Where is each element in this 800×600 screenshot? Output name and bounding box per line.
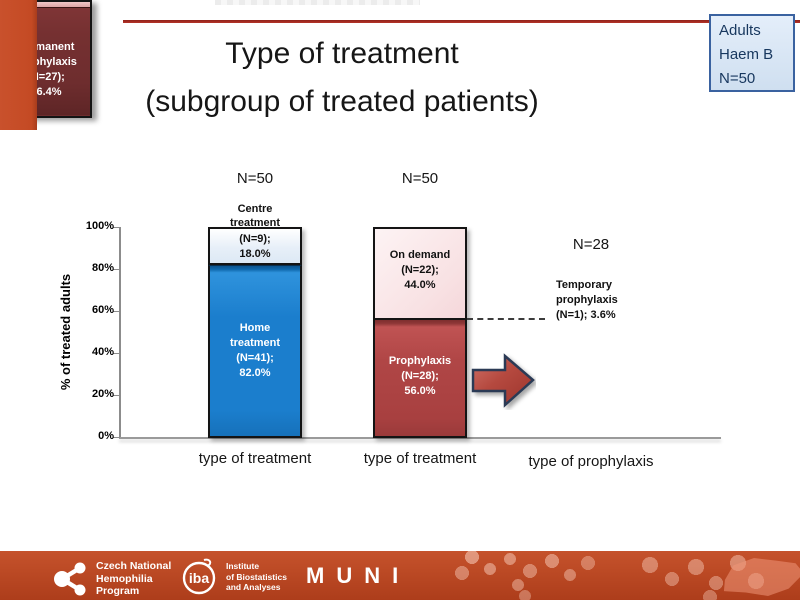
segment-prophylaxis: Prophylaxis (N=28); 56.0% bbox=[373, 320, 467, 438]
badge-line3: N=50 bbox=[719, 70, 756, 87]
x-category-label-2: type of treatment bbox=[363, 450, 477, 467]
iba-icon: iba bbox=[182, 558, 216, 595]
segment-label: (N=22); bbox=[401, 264, 439, 276]
segment-on-demand: On demand (N=22); 44.0% bbox=[373, 227, 467, 320]
segment-label: 96.4% bbox=[30, 86, 62, 98]
bar3-top-segment-caption: Temporary prophylaxis (N=1); 3.6% bbox=[556, 278, 640, 323]
org1-line: Hemophilia bbox=[96, 572, 153, 585]
segment-label: 18.0% bbox=[239, 248, 271, 260]
top-edge-strip bbox=[215, 0, 420, 5]
segment-label: (N=28); bbox=[401, 370, 439, 382]
y-tick bbox=[113, 269, 120, 270]
badge-line1: Adults bbox=[719, 22, 761, 39]
y-tick bbox=[113, 353, 120, 354]
y-tick bbox=[113, 227, 120, 228]
org1-text: Czech National Hemophilia Program bbox=[96, 560, 171, 598]
y-tick bbox=[113, 395, 120, 396]
right-block-arrow-icon bbox=[471, 353, 535, 408]
left-accent-bar bbox=[0, 0, 37, 130]
slide-title: Type of treatment (subgroup of treated p… bbox=[42, 30, 642, 126]
footer-band bbox=[0, 551, 800, 600]
muni-logo: MUNI bbox=[306, 563, 411, 588]
bar-type-of-treatment-2: On demand (N=22); 44.0% Prophylaxis (N=2… bbox=[373, 227, 467, 438]
segment-label: (N=9); bbox=[239, 233, 271, 245]
segment-label: 56.0% bbox=[404, 385, 436, 397]
y-tick-label: 20% bbox=[91, 388, 114, 400]
y-tick-label: 80% bbox=[91, 262, 114, 274]
caption-line: Centre bbox=[237, 203, 273, 215]
bar1-n-label: N=50 bbox=[236, 170, 274, 187]
org2-line: and Analyses bbox=[226, 582, 281, 593]
caption-line: treatment bbox=[229, 217, 281, 229]
y-tick-label: 60% bbox=[91, 304, 114, 316]
segment-label: (N=41); bbox=[236, 352, 274, 364]
y-tick-label: 0% bbox=[98, 430, 114, 442]
segment-label: 82.0% bbox=[239, 367, 271, 379]
guide-dashed-line bbox=[467, 318, 545, 320]
org1-line: Program bbox=[96, 585, 140, 597]
badge-line2: Haem B bbox=[719, 46, 774, 63]
y-tick bbox=[113, 311, 120, 312]
y-axis-line bbox=[119, 227, 121, 438]
bar2-n-label: N=50 bbox=[401, 170, 439, 187]
segment-label: Prophylaxis bbox=[388, 355, 452, 367]
iba-institute-logo: iba Institute of Biostatistics and Analy… bbox=[180, 557, 287, 597]
caption-line: (N=1); 3.6% bbox=[556, 309, 616, 321]
y-axis-title: % of treated adults bbox=[58, 273, 73, 391]
org2-line: Institute bbox=[226, 561, 260, 572]
bar1-top-segment-caption: Centre treatment bbox=[208, 202, 302, 230]
segment-home-treatment: Home treatment (N=41); 82.0% bbox=[208, 265, 302, 438]
org2-line: of Biostatistics bbox=[226, 571, 287, 582]
slide-title-line1: Type of treatment bbox=[225, 37, 459, 70]
segment-label: On demand bbox=[389, 249, 451, 261]
y-tick bbox=[113, 437, 120, 438]
svg-text:iba: iba bbox=[189, 570, 209, 586]
title-underline-rule bbox=[123, 20, 800, 23]
slide-title-line2: (subgroup of treated patients) bbox=[145, 85, 539, 118]
x-category-label-1: type of treatment bbox=[198, 450, 312, 467]
segment-label: Home bbox=[239, 322, 271, 334]
segment-label: treatment bbox=[229, 337, 281, 349]
segment-label: 44.0% bbox=[404, 279, 436, 291]
x-category-label-3: type of prophylaxis bbox=[528, 453, 654, 470]
caption-line: prophylaxis bbox=[556, 294, 618, 306]
caption-line: Temporary bbox=[556, 279, 613, 291]
y-tick-label: 100% bbox=[85, 220, 114, 232]
bar-type-of-treatment-1: (N=9); 18.0% Home treatment (N=41); 82.0… bbox=[208, 227, 302, 438]
molecule-icon bbox=[54, 562, 86, 596]
czech-national-hemophilia-program-logo: Czech National Hemophilia Program bbox=[52, 560, 171, 598]
org1-line: Czech National bbox=[96, 560, 172, 572]
segment-temporary-prophylaxis bbox=[2, 2, 90, 8]
x-axis-line bbox=[119, 437, 721, 439]
segment-centre-treatment: (N=9); 18.0% bbox=[208, 227, 302, 265]
y-tick-label: 40% bbox=[91, 346, 114, 358]
org2-text: Institute of Biostatistics and Analyses bbox=[226, 561, 287, 593]
population-badge: Adults Haem B N=50 bbox=[709, 14, 795, 92]
bar3-n-label: N=28 bbox=[572, 236, 610, 253]
